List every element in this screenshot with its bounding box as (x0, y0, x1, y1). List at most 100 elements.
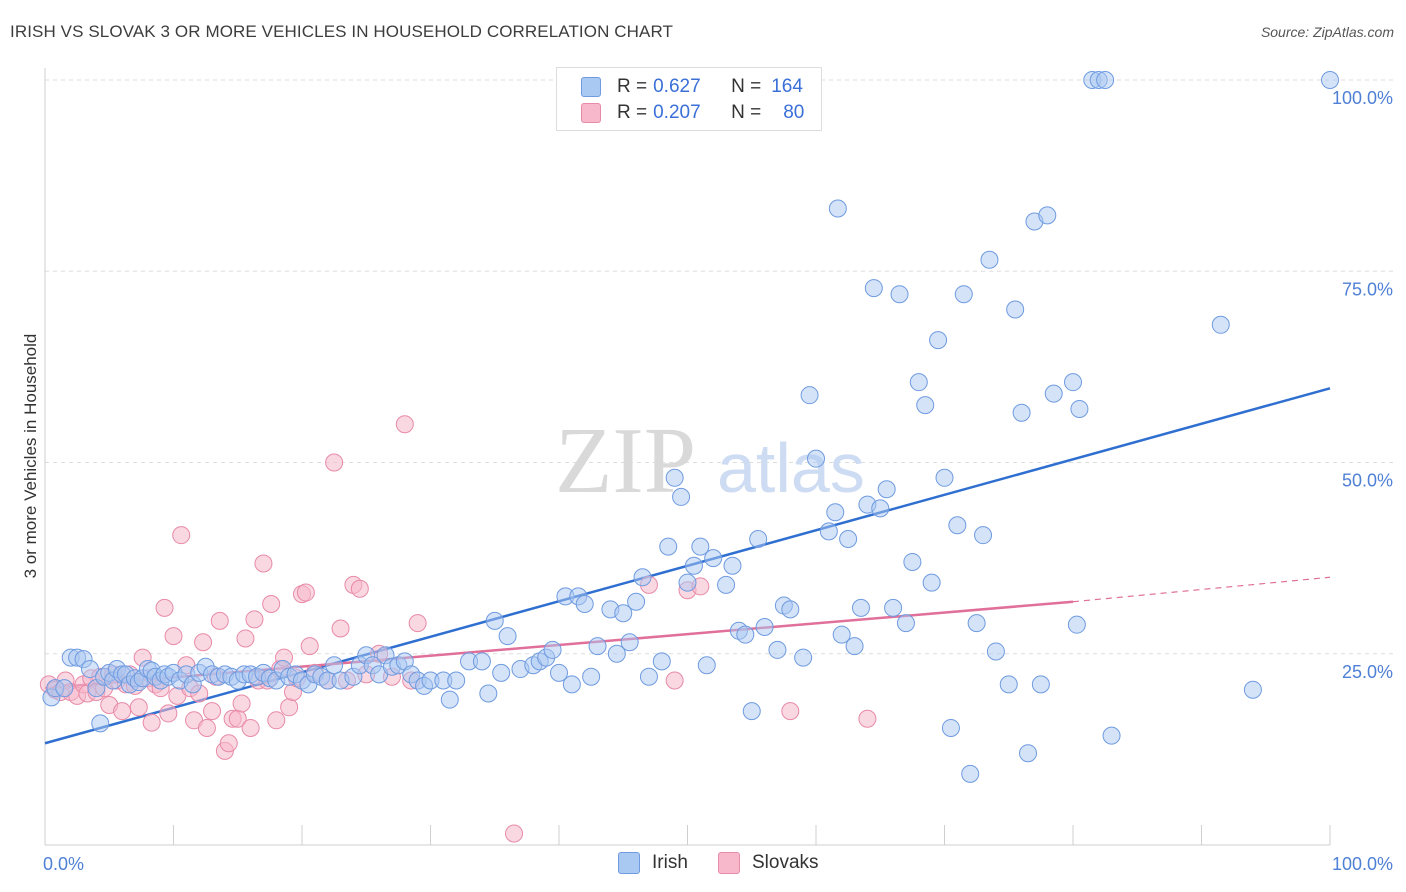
slovaks-point (142, 713, 161, 732)
slovaks-point (325, 453, 344, 472)
irish-point (633, 568, 652, 587)
irish-point (864, 279, 883, 298)
irish-points (42, 71, 1339, 783)
irish-legend-swatch (618, 852, 640, 874)
irish-point (1096, 71, 1115, 89)
slovaks-point (164, 627, 183, 646)
irish-swatch (581, 77, 601, 97)
y-tick-label-75: 75.0% (1342, 279, 1393, 299)
irish-point (755, 617, 774, 636)
irish-point (55, 679, 74, 698)
slovaks-point (203, 702, 222, 721)
irish-point (588, 637, 607, 656)
slovaks-legend-label: Slovaks (752, 852, 819, 873)
irish-r-label: R = (617, 76, 648, 97)
tick-labels: 25.0% 50.0% 75.0% 100.0% 0.0% 100.0% (43, 88, 1393, 874)
irish-point (607, 644, 626, 663)
slovaks-legend-swatch (718, 852, 740, 874)
irish-point (1064, 373, 1082, 392)
irish-point (1070, 399, 1089, 418)
irish-point (717, 575, 736, 594)
irish-point (575, 595, 594, 614)
irish-point (909, 373, 928, 392)
irish-point (684, 556, 703, 575)
slovaks-point (267, 711, 286, 730)
irish-point (871, 499, 890, 518)
irish-point (749, 530, 768, 548)
irish-point (697, 656, 716, 675)
irish-point (974, 526, 993, 545)
irish-point (781, 600, 800, 619)
watermark: ZIP atlas (555, 409, 865, 513)
irish-point (826, 503, 845, 522)
slovaks-point (300, 637, 319, 656)
irish-point (472, 652, 491, 671)
irish-point (832, 625, 851, 644)
irish-point (659, 537, 678, 556)
irish-point (742, 702, 761, 721)
slovaks-point (155, 598, 174, 617)
irish-point (916, 396, 935, 415)
grid-lines (45, 79, 1395, 655)
irish-point (903, 552, 922, 571)
irish-point (819, 522, 838, 541)
irish-point (935, 468, 954, 487)
irish-point (627, 592, 646, 611)
irish-point (704, 549, 723, 568)
irish-point (672, 487, 691, 506)
slovaks-r-value: 0.207 (653, 102, 701, 123)
slovaks-point (296, 583, 315, 602)
irish-point (562, 675, 581, 694)
irish-point (1321, 71, 1339, 89)
irish-point (447, 671, 466, 690)
irish-n-value: 164 (771, 76, 803, 97)
slovaks-point (262, 595, 281, 614)
axes: 3 or more Vehicles in Household (21, 68, 1331, 846)
irish-point (890, 285, 909, 304)
irish-point (620, 633, 639, 652)
irish-point (929, 331, 948, 350)
irish-point (543, 640, 562, 659)
irish-point (479, 684, 498, 703)
irish-point (954, 285, 973, 304)
irish-point (80, 660, 99, 679)
irish-point (986, 642, 1005, 661)
irish-point (999, 675, 1018, 694)
irish-point (1012, 403, 1031, 422)
irish-point (1031, 675, 1050, 694)
irish-point (582, 667, 601, 686)
irish-point (961, 764, 980, 783)
slovaks-point (232, 694, 251, 713)
x-tick-label-max: 100.0% (1332, 854, 1393, 874)
irish-point (325, 656, 344, 675)
irish-point (807, 449, 825, 468)
irish-point (440, 690, 459, 709)
irish-point (768, 640, 787, 659)
irish-point (1211, 315, 1230, 334)
slovaks-point (210, 611, 229, 630)
irish-point (91, 714, 110, 733)
slovaks-point (350, 579, 369, 598)
irish-point (1019, 744, 1038, 763)
slovaks-point (113, 702, 132, 721)
irish-point (980, 250, 999, 269)
slovaks-point (241, 718, 260, 737)
slovaks-point (858, 709, 877, 728)
y-axis-title: 3 or more Vehicles in Household (21, 334, 40, 579)
slovaks-point (665, 671, 684, 690)
irish-point (485, 611, 504, 630)
irish-point (794, 648, 813, 667)
irish-point (652, 652, 671, 671)
irish-point (1102, 726, 1121, 745)
irish-legend-label: Irish (652, 852, 688, 873)
irish-point (1243, 680, 1262, 699)
slovaks-n-value: 80 (783, 102, 805, 123)
irish-point (877, 480, 896, 499)
slovaks-point (236, 629, 255, 648)
irish-point (828, 199, 847, 218)
slovaks-point (219, 734, 238, 753)
slovaks-point (159, 704, 178, 723)
y-tick-label-25: 25.0% (1342, 662, 1393, 682)
slovaks-point (395, 415, 414, 434)
